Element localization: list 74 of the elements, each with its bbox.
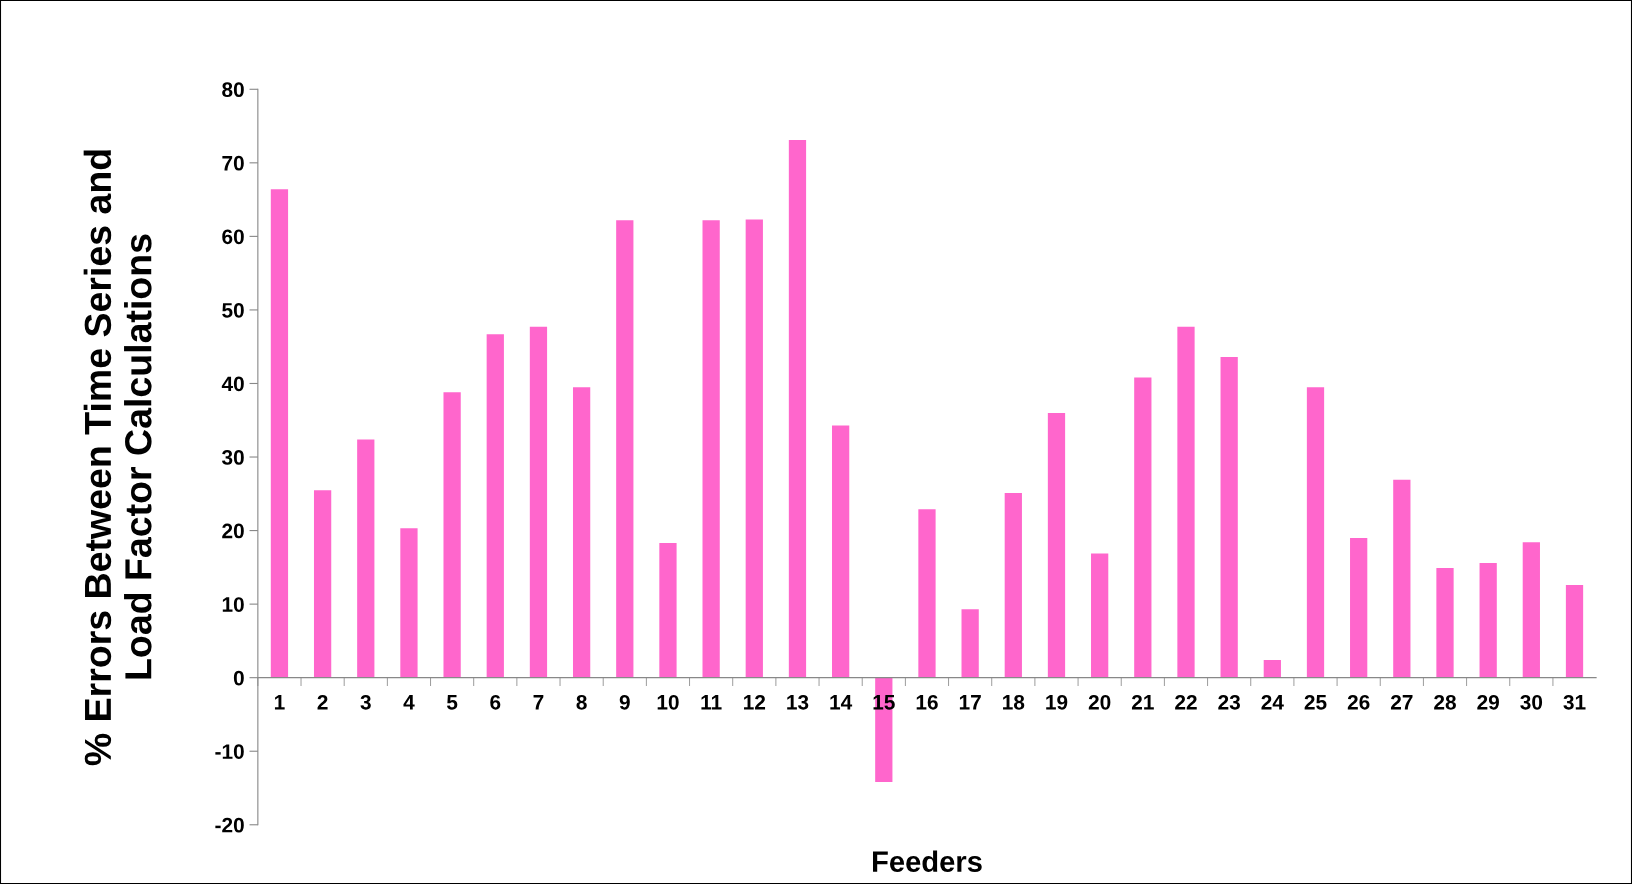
x-tick-label: 8 bbox=[576, 694, 587, 710]
x-tick-label: 26 bbox=[1347, 694, 1370, 710]
bar bbox=[529, 326, 548, 678]
bar bbox=[1479, 562, 1497, 678]
x-tick-label: 20 bbox=[1088, 694, 1111, 710]
bar bbox=[788, 140, 807, 678]
bar bbox=[832, 425, 850, 678]
y-tick-label: 60 bbox=[222, 229, 244, 245]
x-tick-label: 3 bbox=[360, 694, 371, 710]
x-tick-label: 7 bbox=[533, 695, 544, 710]
bar bbox=[1047, 412, 1066, 678]
x-tick-label: 2 bbox=[317, 694, 328, 710]
bar bbox=[1306, 387, 1325, 678]
x-tick-label: 4 bbox=[403, 695, 415, 710]
x-axis-title: Feeders bbox=[873, 850, 982, 872]
x-tick-label: 31 bbox=[1563, 694, 1586, 710]
bar bbox=[1177, 326, 1195, 678]
bar bbox=[1220, 357, 1238, 678]
x-tick-label: 30 bbox=[1520, 694, 1543, 710]
bar bbox=[572, 387, 591, 678]
bar bbox=[313, 490, 332, 678]
y-tick-label: 30 bbox=[221, 450, 244, 465]
bar bbox=[443, 392, 461, 678]
x-tick-label: 11 bbox=[701, 695, 722, 710]
bar bbox=[1436, 568, 1454, 678]
x-tick-label: 23 bbox=[1218, 694, 1240, 710]
y-tick-label: 20 bbox=[222, 523, 244, 539]
bar bbox=[875, 677, 893, 783]
bar bbox=[1004, 493, 1022, 678]
x-tick-label: 14 bbox=[830, 695, 853, 710]
bar bbox=[745, 219, 763, 678]
bar bbox=[1091, 553, 1109, 678]
y-tick-label: -20 bbox=[215, 817, 244, 833]
y-tick-label: 70 bbox=[222, 155, 244, 171]
x-tick-label: 21 bbox=[1131, 694, 1154, 710]
x-tick-label: 13 bbox=[787, 694, 809, 710]
y-tick-label: 40 bbox=[221, 376, 244, 392]
x-tick-label: 16 bbox=[916, 694, 938, 710]
x-tick-label: 12 bbox=[744, 694, 766, 710]
y-tick-label: 80 bbox=[222, 82, 244, 98]
bar bbox=[616, 220, 634, 678]
x-tick-label: 29 bbox=[1477, 694, 1499, 710]
x-tick-label: 22 bbox=[1175, 694, 1197, 710]
bar bbox=[1393, 479, 1411, 678]
bar bbox=[961, 609, 979, 678]
y-axis-title: % Errors Between Time Series and Load Factor Calculations bbox=[83, 150, 152, 766]
x-tick-label: 6 bbox=[490, 694, 501, 710]
bar bbox=[357, 439, 375, 678]
x-tick-label: 9 bbox=[619, 694, 630, 710]
y-tick-label: 50 bbox=[222, 302, 244, 318]
x-tick-label: 10 bbox=[657, 694, 679, 710]
y-tick-label: -10 bbox=[215, 744, 244, 759]
x-tick-label: 5 bbox=[446, 695, 458, 710]
bar bbox=[659, 543, 677, 678]
bar bbox=[1565, 585, 1584, 678]
x-tick-label: 18 bbox=[1003, 694, 1025, 710]
x-tick-label: 27 bbox=[1390, 694, 1413, 710]
bar bbox=[270, 189, 289, 678]
bar bbox=[1134, 377, 1152, 678]
bar bbox=[1350, 537, 1368, 678]
bar bbox=[1263, 660, 1281, 678]
bar bbox=[702, 220, 720, 678]
bar bbox=[400, 528, 418, 678]
x-tick-label: 25 bbox=[1304, 694, 1327, 710]
x-tick-label: 24 bbox=[1261, 694, 1284, 710]
bar bbox=[1522, 542, 1540, 678]
y-tick-label: 0 bbox=[233, 670, 244, 686]
bar bbox=[486, 334, 504, 678]
x-tick-label: 1 bbox=[274, 695, 285, 710]
x-tick-label: 19 bbox=[1046, 694, 1068, 710]
x-tick-label: 17 bbox=[959, 695, 981, 710]
y-tick-label: 10 bbox=[222, 597, 244, 612]
bar bbox=[918, 509, 936, 678]
x-tick-label: 28 bbox=[1434, 694, 1456, 710]
